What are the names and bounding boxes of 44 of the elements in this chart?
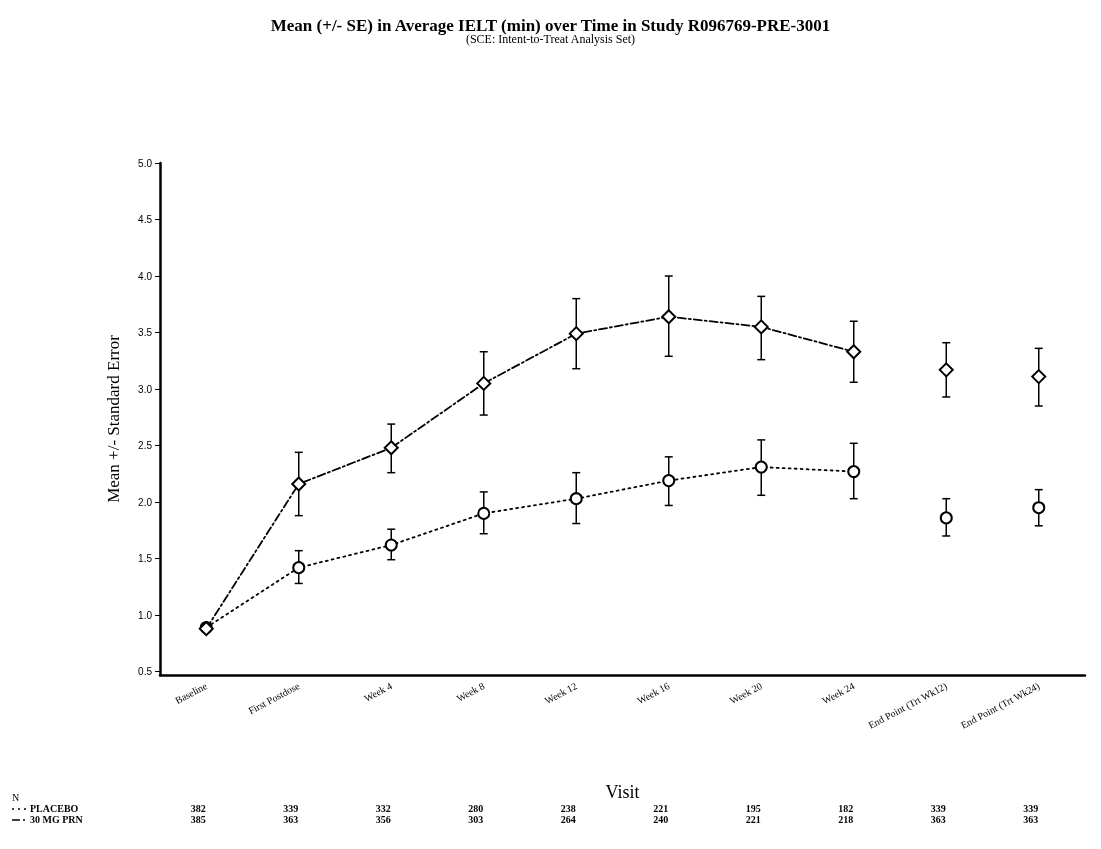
y-tick-label: 0.5 — [138, 666, 153, 678]
text: 238 — [560, 802, 576, 814]
text: N — [12, 791, 20, 803]
text: 339 — [930, 802, 946, 814]
text: 218 — [838, 813, 854, 825]
text: 221 — [745, 813, 761, 825]
x-axis-title: Visit — [605, 782, 640, 802]
text: 356 — [375, 813, 391, 825]
x-tick-label: Week 20 — [727, 680, 764, 707]
legend-label: PLACEBO — [30, 802, 79, 814]
text: 363 — [283, 813, 299, 825]
text: 195 — [745, 802, 761, 814]
x-tick-label: Week 12 — [542, 680, 579, 707]
text: 363 — [1023, 813, 1039, 825]
legend-label: 30 MG PRN — [30, 813, 84, 825]
chart-title: Mean (+/- SE) in Average IELT (min) over Time in Study R096769-PRE-3001 — [270, 16, 831, 35]
y-tick-label: 3.0 — [138, 383, 153, 395]
x-tick-label: Week 8 — [454, 680, 487, 704]
y-tick-label: 4.0 — [138, 270, 153, 282]
y-axis-title: Mean +/- Standard Error — [104, 334, 123, 503]
text: 264 — [560, 813, 576, 825]
text: 332 — [375, 802, 391, 814]
y-tick-label: 1.0 — [138, 609, 153, 621]
y-tick-label: 2.5 — [138, 440, 153, 452]
y-tick-label: 4.5 — [138, 214, 153, 226]
x-tick-label: Week 24 — [820, 680, 857, 707]
x-tick-label: End Point (Trt Wk12) — [866, 680, 950, 732]
text: 382 — [190, 802, 206, 814]
x-tick-label: End Point (Trt Wk24) — [959, 680, 1042, 732]
text: 240 — [653, 813, 669, 825]
text: 182 — [838, 802, 854, 814]
text: 303 — [468, 813, 484, 825]
text: 339 — [283, 802, 299, 814]
x-tick-label: Week 4 — [362, 680, 394, 704]
y-tick-label: 5.0 — [138, 157, 153, 169]
y-tick-label: 2.0 — [138, 496, 153, 508]
text: 339 — [1023, 802, 1039, 814]
y-tick-label: 1.5 — [138, 553, 153, 565]
x-tick-label: Week 16 — [635, 680, 672, 707]
text: 221 — [653, 802, 669, 814]
text: 280 — [468, 802, 484, 814]
y-tick-label: 3.5 — [138, 327, 153, 339]
text: 385 — [190, 813, 206, 825]
text: 363 — [930, 813, 946, 825]
